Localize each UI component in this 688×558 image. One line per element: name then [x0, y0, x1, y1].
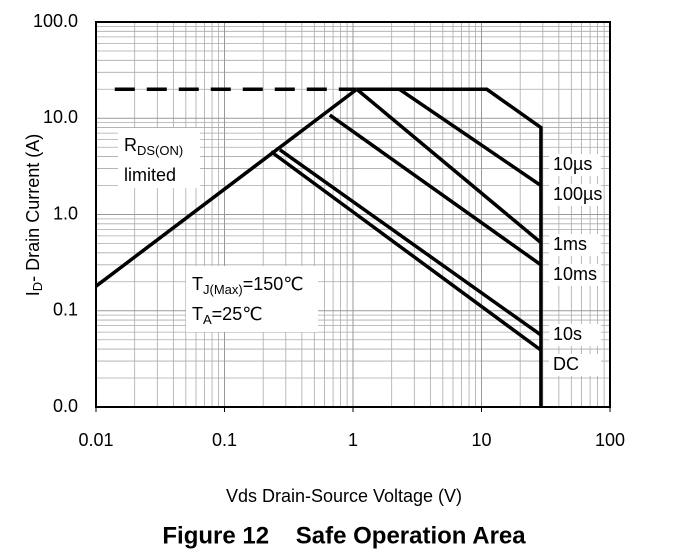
series-line	[94, 87, 358, 288]
annotation-text: T	[192, 304, 203, 324]
y-tick-label: 0.0	[53, 396, 78, 416]
series-label: 10s	[553, 324, 582, 344]
annotation-sub: A	[203, 312, 212, 327]
series-line	[356, 87, 543, 407]
x-tick-label: 0.1	[212, 430, 237, 450]
series-label-box	[549, 184, 601, 206]
series-line	[278, 148, 542, 337]
series-label: DC	[553, 354, 579, 374]
annotation: limited	[124, 165, 176, 185]
x-tick-label: 0.01	[78, 430, 113, 450]
y-tick-label: 10.0	[43, 107, 78, 127]
series-label-box	[549, 264, 601, 286]
series-label-box	[549, 154, 601, 176]
series-label-box	[549, 234, 601, 256]
series-line	[328, 113, 542, 267]
x-tick-label: 100	[595, 430, 625, 450]
annotation-box	[118, 128, 200, 188]
y-axis-label-sub: D	[30, 282, 45, 291]
y-axis-label-rest: - Drain Current (A)	[23, 134, 43, 282]
series-label-box	[549, 354, 601, 376]
series-line	[269, 150, 542, 352]
annotation-rest: =150℃	[243, 274, 304, 294]
y-tick-label: 0.1	[53, 300, 78, 320]
x-tick-label: 1	[348, 430, 358, 450]
chart-title: Figure 12 Safe Operation Area	[162, 522, 526, 549]
annotation-sub: DS(ON)	[137, 143, 183, 158]
series-line	[398, 87, 542, 187]
annotation-box	[186, 266, 318, 332]
y-tick-label: 100.0	[33, 11, 78, 31]
series-label: 10µs	[553, 154, 592, 174]
plot-frame	[95, 21, 611, 408]
series-label: 10ms	[553, 264, 597, 284]
x-tick-label: 10	[471, 430, 491, 450]
annotation: RDS(ON)	[124, 135, 183, 159]
series-label: 100µs	[553, 184, 602, 204]
annotation: TJ(Max)=150℃	[192, 274, 303, 298]
annotation-text: T	[192, 274, 203, 294]
series-line	[355, 87, 543, 244]
y-axis-label: ID- Drain Current (A)	[23, 134, 46, 296]
annotation-sub: J(Max)	[203, 282, 243, 297]
x-axis-label: Vds Drain-Source Voltage (V)	[226, 486, 462, 506]
y-tick-label: 1.0	[53, 203, 78, 223]
series-label: 1ms	[553, 234, 587, 254]
annotation-rest: =25℃	[212, 304, 263, 324]
series-label-box	[549, 324, 601, 346]
y-axis-label-main: I	[23, 291, 43, 296]
annotation: TA=25℃	[192, 304, 262, 328]
annotation-text: R	[124, 135, 137, 155]
